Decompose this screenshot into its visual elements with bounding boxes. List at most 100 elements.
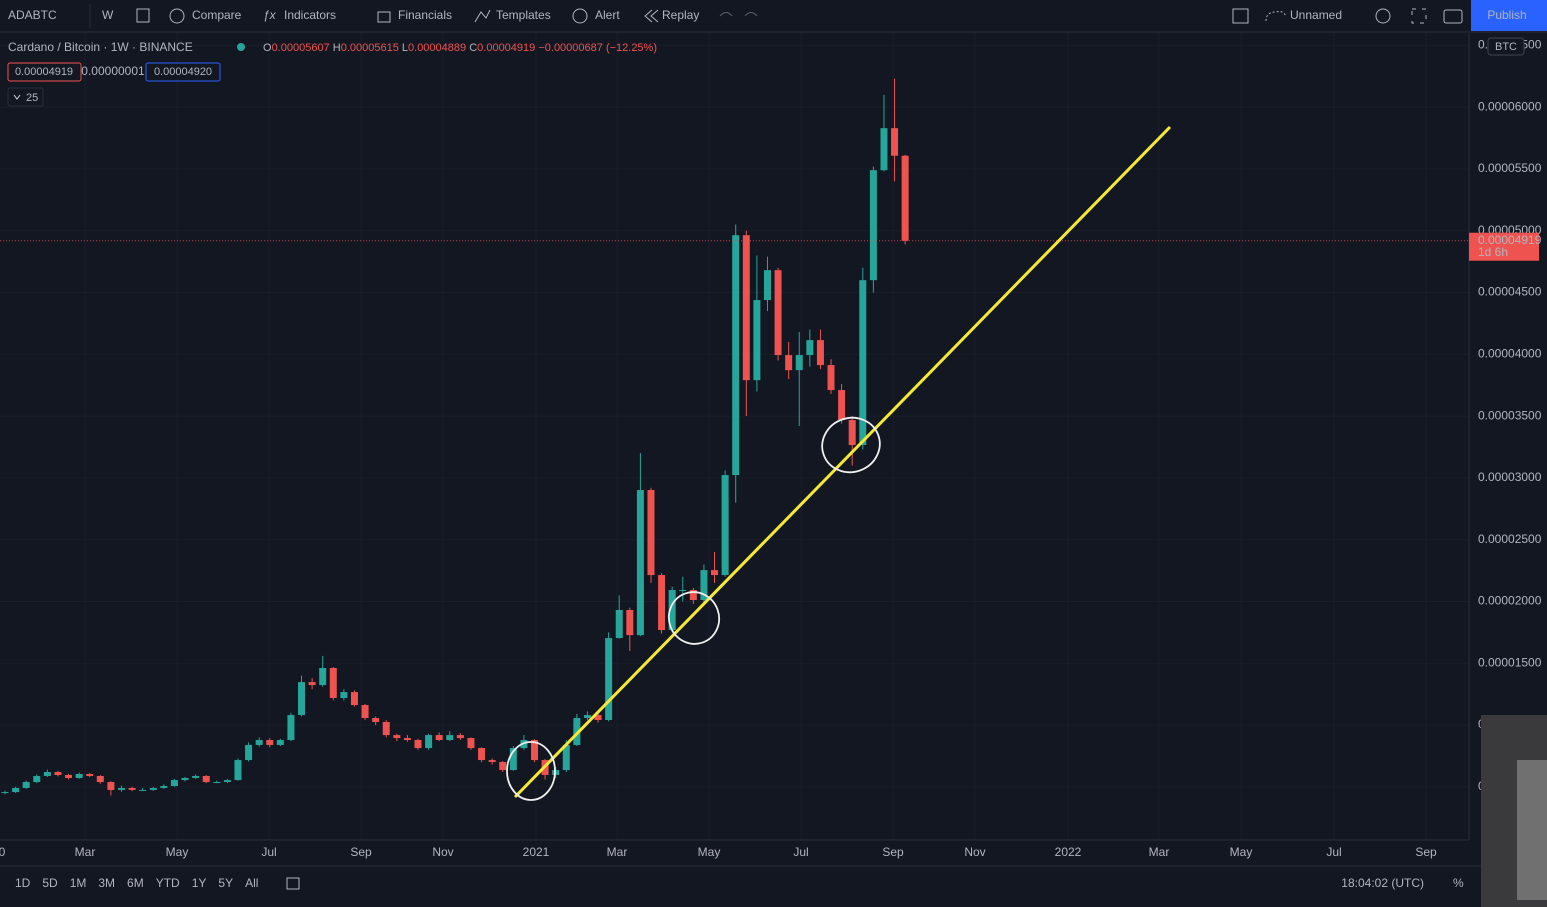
- toolbar-item[interactable]: Templates: [496, 8, 551, 22]
- candle-body: [562, 744, 570, 771]
- symbol[interactable]: ADABTC: [8, 8, 57, 22]
- fullscreen-icon[interactable]: [1411, 8, 1427, 24]
- candle-body: [213, 782, 221, 784]
- candle-body: [827, 365, 835, 391]
- highlight-circle[interactable]: [506, 741, 556, 801]
- candle-body: [54, 772, 62, 775]
- candle-body: [594, 715, 602, 721]
- candle-body: [880, 128, 888, 171]
- webcam-detail: [1517, 760, 1547, 900]
- candle-body: [393, 735, 401, 739]
- toolbar-item[interactable]: Financials: [398, 8, 452, 22]
- x-tick-label: May: [698, 845, 721, 859]
- price-label-box: [1469, 232, 1539, 261]
- highlight-circle[interactable]: [815, 410, 888, 481]
- currency: BTC: [1495, 41, 1517, 53]
- settings-icon[interactable]: [1375, 8, 1391, 24]
- candle-body: [583, 715, 591, 719]
- candle-body: [234, 760, 242, 781]
- candle-body: [668, 589, 676, 631]
- candle-body: [626, 610, 634, 636]
- timeframe-button[interactable]: 5D: [42, 876, 58, 890]
- candle-body: [86, 774, 94, 776]
- candle-body: [869, 170, 877, 281]
- timeframe-button[interactable]: 1D: [15, 876, 31, 890]
- financials-icon: [377, 11, 391, 23]
- candle-body: [308, 682, 316, 686]
- candle-body: [245, 744, 253, 761]
- x-tick-label: Nov: [964, 845, 985, 859]
- chart-type-icon[interactable]: [136, 8, 150, 23]
- candle-body: [22, 782, 30, 788]
- candle-body: [763, 270, 771, 301]
- candle-body: [403, 738, 411, 741]
- candle-body: [848, 420, 856, 446]
- x-tick-label: 2022: [1055, 845, 1082, 859]
- undo-icon[interactable]: [719, 12, 733, 17]
- timeframe-button[interactable]: 1M: [70, 876, 87, 890]
- toolbar-item[interactable]: Compare: [192, 8, 242, 22]
- bid-box[interactable]: [7, 62, 82, 82]
- market-status: [237, 43, 245, 51]
- timeframe-button[interactable]: 3M: [98, 876, 115, 890]
- candle-body: [340, 692, 348, 699]
- x-tick-label: Jul: [261, 845, 276, 859]
- candle-body: [435, 735, 443, 741]
- percent-toggle[interactable]: %: [1453, 876, 1464, 890]
- ask-box[interactable]: [145, 62, 221, 82]
- spread: 0.00000001: [81, 64, 145, 78]
- indicator-toggle[interactable]: [7, 87, 44, 107]
- date-range-icon: [286, 877, 300, 890]
- ask-price: 0.00004920: [154, 66, 212, 78]
- candle-body: [382, 721, 390, 736]
- redo-icon[interactable]: [744, 12, 758, 17]
- bid-price: 0.00004919: [15, 66, 73, 78]
- candle-body: [12, 787, 20, 793]
- cloud-icon: [1265, 11, 1287, 22]
- timeframe-button[interactable]: 6M: [127, 876, 144, 890]
- timeframe-button[interactable]: 5Y: [218, 876, 233, 890]
- layout-icon[interactable]: [1232, 8, 1249, 24]
- currency-badge[interactable]: [1487, 37, 1525, 56]
- candle-body: [33, 775, 41, 783]
- timeframe-button[interactable]: 1Y: [192, 876, 207, 890]
- legend-ohlc: O0.00005607 H0.00005615 L0.00004889 C0.0…: [263, 42, 657, 54]
- y-tick-label: 0.00005500: [1478, 161, 1542, 175]
- price-label: 0.00004919: [1478, 233, 1542, 247]
- publish-label: Publish: [1487, 8, 1526, 22]
- x-tick-label: Mar: [75, 845, 96, 859]
- toolbar-item[interactable]: Replay: [662, 8, 699, 22]
- interval[interactable]: W: [102, 8, 114, 22]
- snapshot-icon[interactable]: [1443, 9, 1463, 24]
- candle-body: [478, 748, 486, 761]
- toolbar-item[interactable]: Indicators: [284, 8, 336, 22]
- y-tick-label: 0.00003500: [1478, 408, 1542, 422]
- candle-body: [901, 155, 909, 241]
- clock: 18:04:02 (UTC): [1341, 876, 1424, 890]
- x-tick-label: Nov: [432, 845, 453, 859]
- candle-body: [891, 128, 899, 156]
- candle-body: [65, 774, 73, 778]
- y-tick-label: 0.00004500: [1478, 285, 1542, 299]
- timeframe-button[interactable]: YTD: [156, 876, 180, 890]
- candle-body: [679, 589, 687, 591]
- candle-body: [202, 775, 210, 783]
- y-tick-label: 0.00002000: [1478, 594, 1542, 608]
- candle-body: [816, 340, 824, 366]
- layout-name[interactable]: Unnamed: [1290, 8, 1342, 22]
- timeframe-button[interactable]: All: [245, 876, 258, 890]
- x-tick-label: Sep: [882, 845, 904, 859]
- candle-body: [488, 760, 496, 763]
- candle-body: [742, 235, 750, 381]
- candle-body: [732, 235, 740, 476]
- candle-body: [298, 682, 306, 716]
- highlight-circle[interactable]: [662, 585, 727, 651]
- publish-button[interactable]: [1471, 0, 1547, 31]
- trend-line[interactable]: [513, 125, 1172, 799]
- toolbar-item[interactable]: Alert: [595, 8, 620, 22]
- candle-body: [446, 735, 454, 741]
- countdown: 1d 6h: [1478, 245, 1508, 259]
- candle-body: [107, 782, 115, 790]
